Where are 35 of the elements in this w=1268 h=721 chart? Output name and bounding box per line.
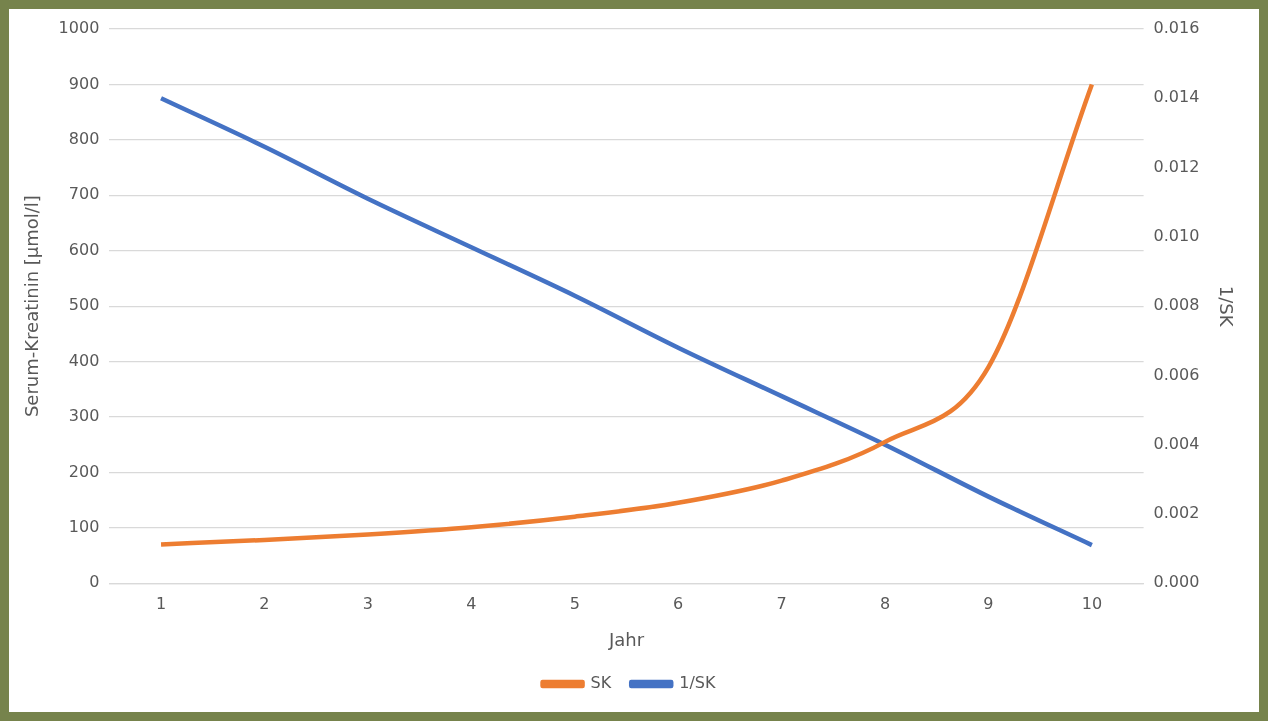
y2-tick-label: 0.004 [1153, 433, 1200, 453]
y-tick-label: 300 [68, 406, 100, 426]
y2-tick-label: 0.012 [1153, 156, 1200, 176]
y-tick-label: 800 [68, 129, 100, 148]
legend-label: 1/SK [679, 673, 716, 693]
x-tick-label: 10 [1081, 593, 1103, 613]
x-axis-title: Jahr [607, 628, 645, 650]
x-tick-label: 9 [983, 593, 994, 613]
x-tick-label: 5 [569, 593, 580, 613]
y-tick-label: 900 [68, 73, 100, 93]
y2-tick-label: 0.006 [1153, 364, 1200, 384]
y-tick-label: 0 [89, 572, 100, 592]
x-tick-label: 2 [259, 593, 270, 613]
y-tick-label: 100 [68, 516, 100, 536]
y2-tick-label: 0.010 [1153, 225, 1200, 245]
y2-tick-label: 0.008 [1153, 295, 1200, 315]
x-tick-label: 4 [466, 593, 477, 613]
x-tick-label: 3 [362, 593, 373, 613]
x-tick-label: 6 [673, 593, 684, 613]
y-tick-label: 600 [68, 239, 100, 259]
legend-label: SK [590, 673, 612, 693]
y2-tick-label: 0.002 [1153, 503, 1200, 523]
y2-axis-title: 1/SK [1215, 285, 1237, 328]
y-axis-title: Serum-Kreatinin [µmol/l] [21, 195, 43, 418]
y2-tick-label: 0.000 [1153, 572, 1200, 592]
y-tick-label: 200 [68, 461, 100, 481]
y-tick-label: 700 [68, 184, 100, 204]
x-tick-label: 1 [155, 593, 167, 613]
y-tick-label: 1000 [58, 18, 100, 38]
y2-tick-label: 0.016 [1153, 18, 1200, 38]
x-tick-label: 7 [776, 593, 787, 613]
x-tick-label: 8 [879, 593, 891, 613]
y-tick-label: 500 [68, 295, 100, 315]
y2-tick-label: 0.014 [1153, 87, 1200, 107]
y-tick-label: 400 [68, 350, 100, 370]
